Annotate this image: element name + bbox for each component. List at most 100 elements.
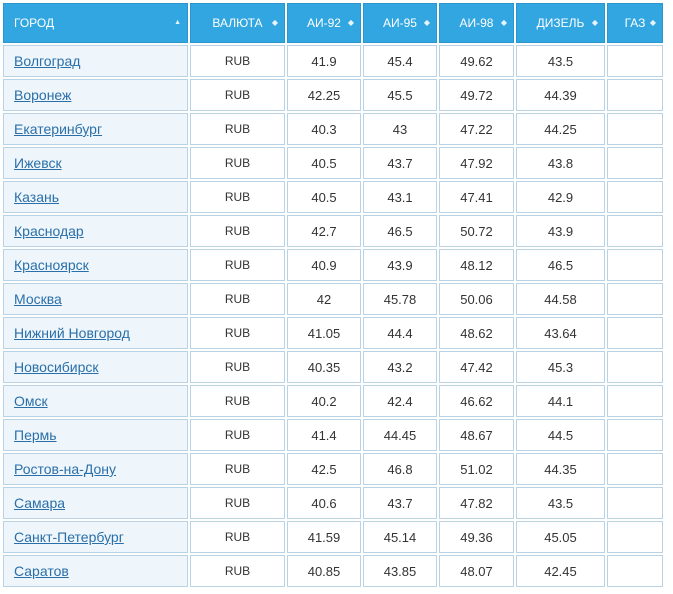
cell-value: 42.45: [544, 563, 577, 579]
sort-both-icon[interactable]: ◆: [347, 18, 354, 27]
cell-value: 44.39: [544, 87, 577, 103]
column-header-label: ГАЗ: [624, 16, 646, 30]
cell-city: Пермь: [3, 419, 188, 451]
cell-city: Екатеринбург: [3, 113, 188, 145]
cell-value: 47.82: [460, 495, 493, 511]
cell-value: 41.05: [307, 325, 341, 341]
cell-ai98: 49.62: [439, 45, 514, 77]
cell-currency: RUB: [190, 181, 285, 213]
city-link[interactable]: Пермь: [14, 427, 57, 443]
column-header-city[interactable]: ГОРОД ▲: [3, 3, 188, 43]
cell-value: 42.7: [311, 223, 337, 239]
cell-gas: [607, 45, 663, 77]
cell-ai98: 48.67: [439, 419, 514, 451]
cell-value: 45.05: [544, 529, 577, 545]
cell-value: RUB: [224, 292, 251, 306]
cell-value: 40.5: [311, 155, 337, 171]
cell-value: 43.9: [387, 257, 413, 273]
city-link[interactable]: Екатеринбург: [14, 121, 103, 137]
cell-ai95: 43.2: [363, 351, 437, 383]
city-link[interactable]: Красноярск: [14, 257, 89, 273]
cell-value: 43.64: [544, 325, 577, 341]
cell-ai92: 42.7: [287, 215, 361, 247]
city-link[interactable]: Новосибирск: [14, 359, 99, 375]
cell-ai98: 48.12: [439, 249, 514, 281]
city-link[interactable]: Волгоград: [14, 53, 81, 69]
cell-ai98: 48.62: [439, 317, 514, 349]
column-header-ai92[interactable]: АИ-92 ◆: [287, 3, 361, 43]
sort-both-icon[interactable]: ◆: [649, 18, 656, 27]
cell-ai95: 43.7: [363, 487, 437, 519]
city-link[interactable]: Казань: [14, 189, 60, 205]
city-link[interactable]: Ижевск: [14, 155, 62, 171]
cell-ai98: 47.42: [439, 351, 514, 383]
cell-value: RUB: [224, 54, 251, 68]
cell-gas: [607, 385, 663, 417]
city-link[interactable]: Нижний Новгород: [14, 325, 130, 341]
cell-value: 40.3: [311, 121, 337, 137]
city-link[interactable]: Санкт-Петербург: [14, 529, 124, 545]
sort-both-icon[interactable]: ◆: [591, 18, 598, 27]
cell-city: Красноярск: [3, 249, 188, 281]
cell-value: 45.4: [387, 53, 413, 69]
column-header-ai95[interactable]: АИ-95 ◆: [363, 3, 437, 43]
cell-currency: RUB: [190, 555, 285, 587]
cell-value: 43.9: [547, 223, 574, 239]
cell-value: 40.2: [311, 393, 337, 409]
cell-ai95: 42.4: [363, 385, 437, 417]
sort-both-icon[interactable]: ◆: [423, 18, 430, 27]
cell-value: 44.5: [547, 427, 574, 443]
cell-currency: RUB: [190, 521, 285, 553]
cell-ai98: 47.92: [439, 147, 514, 179]
cell-ai92: 42.25: [287, 79, 361, 111]
cell-value: 49.36: [460, 529, 493, 545]
cell-value: 46.8: [387, 461, 413, 477]
column-header-ai98[interactable]: АИ-98 ◆: [439, 3, 514, 43]
cell-currency: RUB: [190, 147, 285, 179]
city-link[interactable]: Омск: [14, 393, 48, 409]
cell-city: Ижевск: [3, 147, 188, 179]
cell-ai95: 43: [363, 113, 437, 145]
cell-currency: RUB: [190, 351, 285, 383]
cell-value: RUB: [224, 258, 251, 272]
cell-value: RUB: [224, 496, 251, 510]
column-header-label: АИ-92: [307, 16, 341, 30]
table-row: Ростов-на-Дону RUB 42.5 46.8 51.02 44.35: [3, 453, 663, 485]
column-header-currency[interactable]: ВАЛЮТА ◆: [190, 3, 285, 43]
table-row: Пермь RUB 41.4 44.45 48.67 44.5: [3, 419, 663, 451]
cell-gas: [607, 249, 663, 281]
cell-value: RUB: [224, 190, 251, 204]
sort-both-icon[interactable]: ◆: [271, 18, 278, 27]
cell-value: 43.7: [387, 155, 413, 171]
city-link[interactable]: Ростов-на-Дону: [14, 461, 116, 477]
cell-ai98: 50.72: [439, 215, 514, 247]
cell-ai95: 46.8: [363, 453, 437, 485]
column-header-label: ДИЗЕЛЬ: [536, 16, 585, 30]
cell-value: RUB: [224, 224, 251, 238]
cell-ai95: 45.14: [363, 521, 437, 553]
city-link[interactable]: Москва: [14, 291, 62, 307]
cell-value: 40.6: [311, 495, 337, 511]
city-link[interactable]: Самара: [14, 495, 66, 511]
cell-ai98: 48.07: [439, 555, 514, 587]
sort-ascending-icon[interactable]: ▲: [174, 19, 181, 26]
cell-value: 42.9: [547, 189, 574, 205]
column-header-diesel[interactable]: ДИЗЕЛЬ ◆: [516, 3, 605, 43]
cell-diesel: 43.5: [516, 45, 605, 77]
city-link[interactable]: Саратов: [14, 563, 69, 579]
city-link[interactable]: Краснодар: [14, 223, 84, 239]
cell-value: 43.5: [547, 495, 574, 511]
cell-ai98: 47.82: [439, 487, 514, 519]
cell-value: 47.41: [460, 189, 493, 205]
cell-value: RUB: [224, 360, 251, 374]
table-row: Ижевск RUB 40.5 43.7 47.92 43.8: [3, 147, 663, 179]
cell-gas: [607, 487, 663, 519]
column-header-gas[interactable]: ГАЗ ◆: [607, 3, 663, 43]
cell-city: Нижний Новгород: [3, 317, 188, 349]
city-link[interactable]: Воронеж: [14, 87, 72, 103]
cell-city: Санкт-Петербург: [3, 521, 188, 553]
sort-both-icon[interactable]: ◆: [500, 18, 507, 27]
cell-value: 40.35: [307, 359, 341, 375]
cell-gas: [607, 79, 663, 111]
table-row: Екатеринбург RUB 40.3 43 47.22 44.25: [3, 113, 663, 145]
